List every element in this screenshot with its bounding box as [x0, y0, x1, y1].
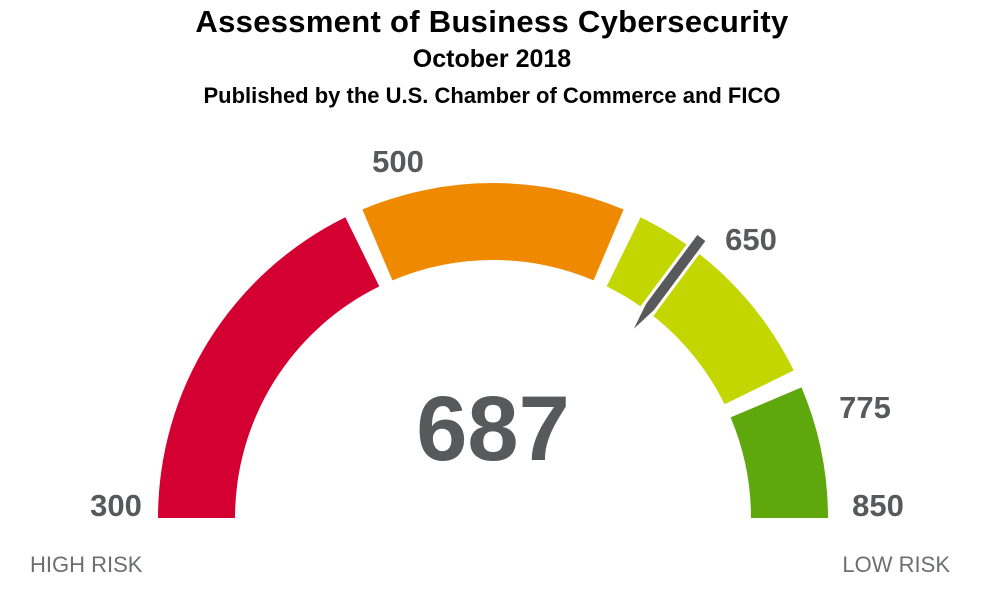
tick-label-650: 650 [725, 222, 777, 257]
high-risk-label: HIGH RISK [30, 552, 143, 577]
chart-title: Assessment of Business Cybersecurity [195, 4, 789, 39]
chart-date: October 2018 [412, 45, 572, 73]
tick-label-500: 500 [372, 144, 424, 179]
gauge-segment-775-850 [730, 387, 828, 518]
tick-label-775: 775 [839, 390, 891, 425]
chart-publisher: Published by the U.S. Chamber of Commerc… [203, 83, 781, 108]
gauge-needle-group [633, 235, 706, 329]
gauge-segment-500-650 [362, 183, 624, 281]
score-value: 687 [416, 378, 570, 480]
tick-label-300: 300 [90, 488, 142, 523]
gauge-segment-650-775 [606, 217, 794, 405]
low-risk-label: LOW RISK [842, 552, 950, 577]
gauge-arcs [158, 183, 828, 518]
gauge-needle [633, 235, 706, 329]
gauge-segment-300-500 [158, 217, 380, 518]
tick-label-850: 850 [852, 488, 904, 523]
